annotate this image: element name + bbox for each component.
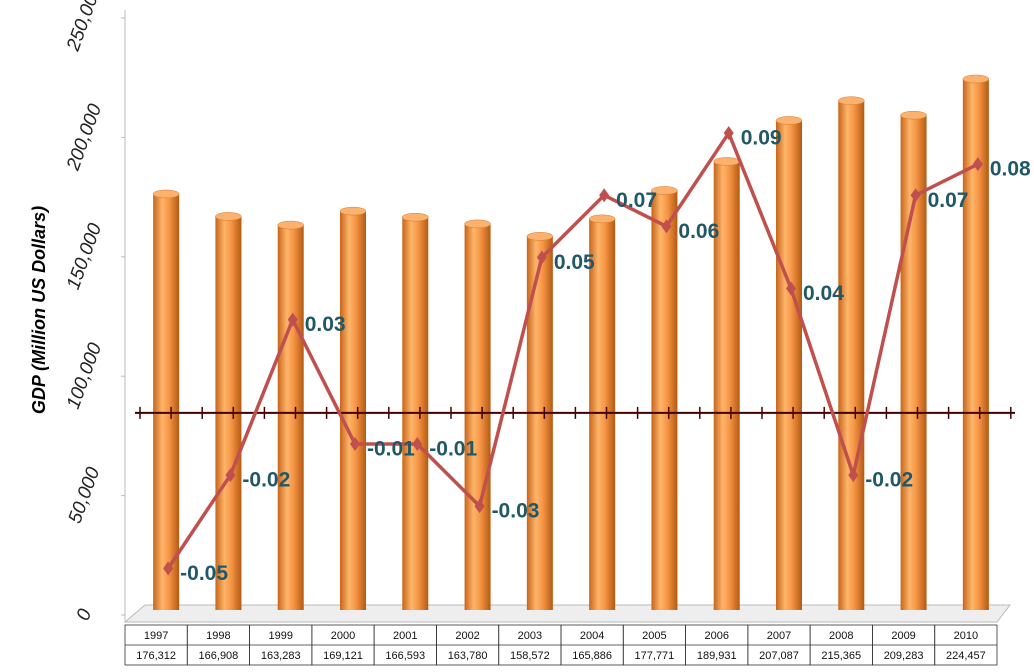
bar — [651, 190, 678, 610]
bar-top — [152, 189, 180, 199]
line-marker — [723, 126, 734, 141]
line-marker — [287, 312, 298, 327]
bar-top — [962, 74, 990, 84]
table-value: 189,931 — [697, 650, 737, 662]
data-label: -0.01 — [367, 438, 415, 461]
x-tick-label: 2010 — [954, 630, 978, 642]
bar-top — [464, 219, 491, 229]
table-value: 215,365 — [821, 650, 861, 662]
y-tick-label: 200,000 — [63, 101, 107, 174]
bar — [900, 115, 927, 611]
data-label: -0.05 — [180, 562, 228, 585]
bar-top — [713, 157, 740, 166]
line-marker — [350, 436, 360, 451]
bar-top — [900, 110, 927, 120]
y-tick-label: 0 — [73, 606, 96, 624]
line-marker — [786, 281, 796, 296]
line-marker — [972, 157, 983, 172]
data-label: -0.02 — [242, 469, 290, 492]
x-tick-label: 2005 — [642, 630, 666, 642]
bar-top — [651, 186, 678, 195]
data-label: 0.08 — [990, 158, 1031, 181]
line-marker — [910, 188, 921, 203]
table-value: 165,886 — [572, 650, 612, 662]
x-tick-label: 2006 — [704, 630, 728, 642]
x-tick-label: 2009 — [891, 630, 915, 642]
x-tick-label: 2000 — [331, 630, 355, 642]
x-tick-label: 1999 — [268, 630, 292, 642]
data-label: 0.03 — [305, 313, 346, 336]
table-value: 163,780 — [448, 650, 488, 662]
x-tick-label: 2004 — [580, 630, 604, 642]
bar — [962, 78, 989, 610]
bar — [776, 120, 802, 610]
x-tick-label: 1998 — [206, 630, 230, 642]
table-value: 224,457 — [946, 650, 986, 662]
data-label: 0.07 — [928, 189, 969, 212]
line-marker — [474, 499, 485, 514]
bar — [838, 100, 865, 611]
floor — [123, 604, 1012, 623]
bar-top — [402, 212, 429, 222]
x-tick-label: 2007 — [767, 630, 791, 642]
data-label: 0.07 — [616, 189, 657, 212]
line-marker — [599, 188, 610, 203]
line-marker — [163, 561, 174, 576]
bar-top — [526, 232, 554, 241]
table-value: 169,121 — [323, 650, 363, 662]
y-tick-label: 100,000 — [63, 340, 106, 412]
data-label: -0.02 — [865, 469, 913, 492]
bar-top — [339, 206, 367, 216]
table-value: 166,593 — [385, 650, 425, 662]
table-value: 207,087 — [759, 650, 799, 662]
table-value: 177,771 — [635, 650, 675, 662]
bar — [526, 236, 553, 610]
table-value: 209,283 — [884, 650, 924, 662]
bar-top — [838, 96, 865, 105]
x-tick-label: 2001 — [393, 630, 417, 642]
x-tick-label: 2008 — [829, 630, 853, 642]
table-value: 158,572 — [510, 650, 550, 662]
bar-top — [215, 212, 242, 221]
y-axis-label: GDP (Million US Dollars) — [29, 206, 49, 414]
line-marker — [225, 468, 236, 483]
x-tick-label: 2002 — [455, 630, 479, 642]
x-tick-label: 2003 — [518, 630, 542, 642]
line-marker — [848, 468, 859, 483]
y-tick-label: 50,000 — [65, 464, 105, 526]
line-marker — [536, 250, 547, 265]
y-tick-label: 150,000 — [63, 220, 106, 292]
bar — [713, 161, 740, 611]
data-label: -0.01 — [429, 438, 477, 461]
data-label: 0.09 — [741, 127, 782, 150]
bar-top — [588, 214, 616, 224]
data-label: 0.04 — [803, 282, 844, 305]
line-marker — [661, 219, 672, 234]
x-tick-label: 1997 — [144, 630, 168, 642]
bar-top — [277, 220, 304, 230]
data-label: -0.03 — [492, 500, 540, 523]
table-value: 176,312 — [136, 650, 176, 662]
line — [166, 129, 979, 570]
line-marker — [412, 436, 423, 451]
table-value: 166,908 — [199, 650, 239, 662]
bar — [153, 193, 180, 610]
y-tick-label: 250,000 — [63, 0, 107, 55]
data-label: 0.05 — [554, 251, 595, 274]
data-label: 0.06 — [678, 220, 719, 243]
table-value: 163,283 — [261, 650, 301, 662]
bar-top — [775, 116, 803, 125]
